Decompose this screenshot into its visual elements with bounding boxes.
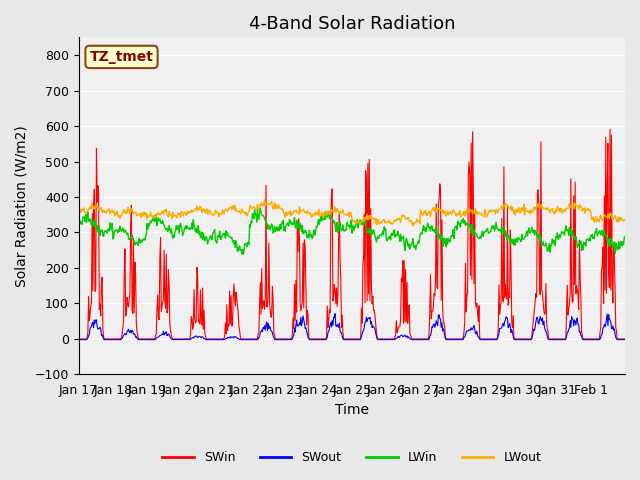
Text: TZ_tmet: TZ_tmet <box>90 50 154 64</box>
Legend: SWin, SWout, LWin, LWout: SWin, SWout, LWin, LWout <box>157 446 546 469</box>
Title: 4-Band Solar Radiation: 4-Band Solar Radiation <box>248 15 455 33</box>
X-axis label: Time: Time <box>335 403 369 417</box>
Y-axis label: Solar Radiation (W/m2): Solar Radiation (W/m2) <box>15 125 29 287</box>
